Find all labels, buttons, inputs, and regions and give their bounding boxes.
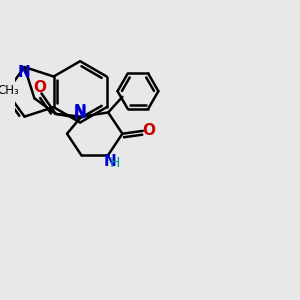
Text: N: N xyxy=(103,154,116,169)
Text: CH₃: CH₃ xyxy=(0,84,19,97)
Text: N: N xyxy=(74,103,86,118)
Text: O: O xyxy=(142,123,155,138)
Text: N: N xyxy=(74,106,86,121)
Text: N: N xyxy=(18,65,31,80)
Text: H: H xyxy=(109,156,120,170)
Text: O: O xyxy=(34,80,46,95)
